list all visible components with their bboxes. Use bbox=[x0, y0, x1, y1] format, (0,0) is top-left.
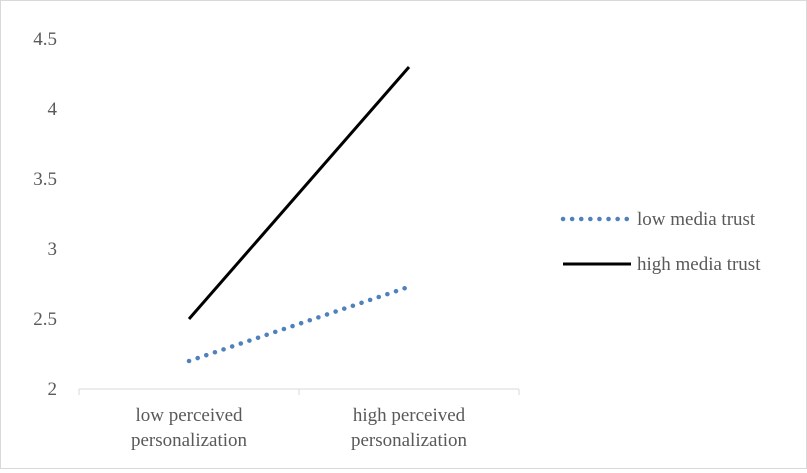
series-line-low-media-trust bbox=[186, 284, 412, 364]
y-tick-label: 4.5 bbox=[33, 29, 57, 50]
y-tick-label: 3 bbox=[48, 239, 58, 260]
series-line-high-media-trust bbox=[187, 66, 411, 320]
x-category-label: low perceived personalization bbox=[131, 405, 248, 451]
legend: low media trust high media trust bbox=[560, 209, 761, 275]
x-axis bbox=[78, 388, 520, 395]
y-axis-ticks: 2 2.5 3 3.5 4 4.5 bbox=[33, 29, 57, 400]
x-category-label: high perceived personalization bbox=[351, 405, 468, 451]
legend-label: high media trust bbox=[637, 254, 761, 275]
y-tick-label: 4 bbox=[48, 99, 58, 120]
legend-label: low media trust bbox=[637, 209, 756, 230]
y-tick-label: 2 bbox=[48, 379, 58, 400]
x-axis-labels: low perceived personalization high perceiv… bbox=[131, 405, 468, 451]
y-tick-label: 2.5 bbox=[33, 309, 57, 330]
series-lines bbox=[186, 66, 412, 364]
y-tick-label: 3.5 bbox=[33, 169, 57, 190]
